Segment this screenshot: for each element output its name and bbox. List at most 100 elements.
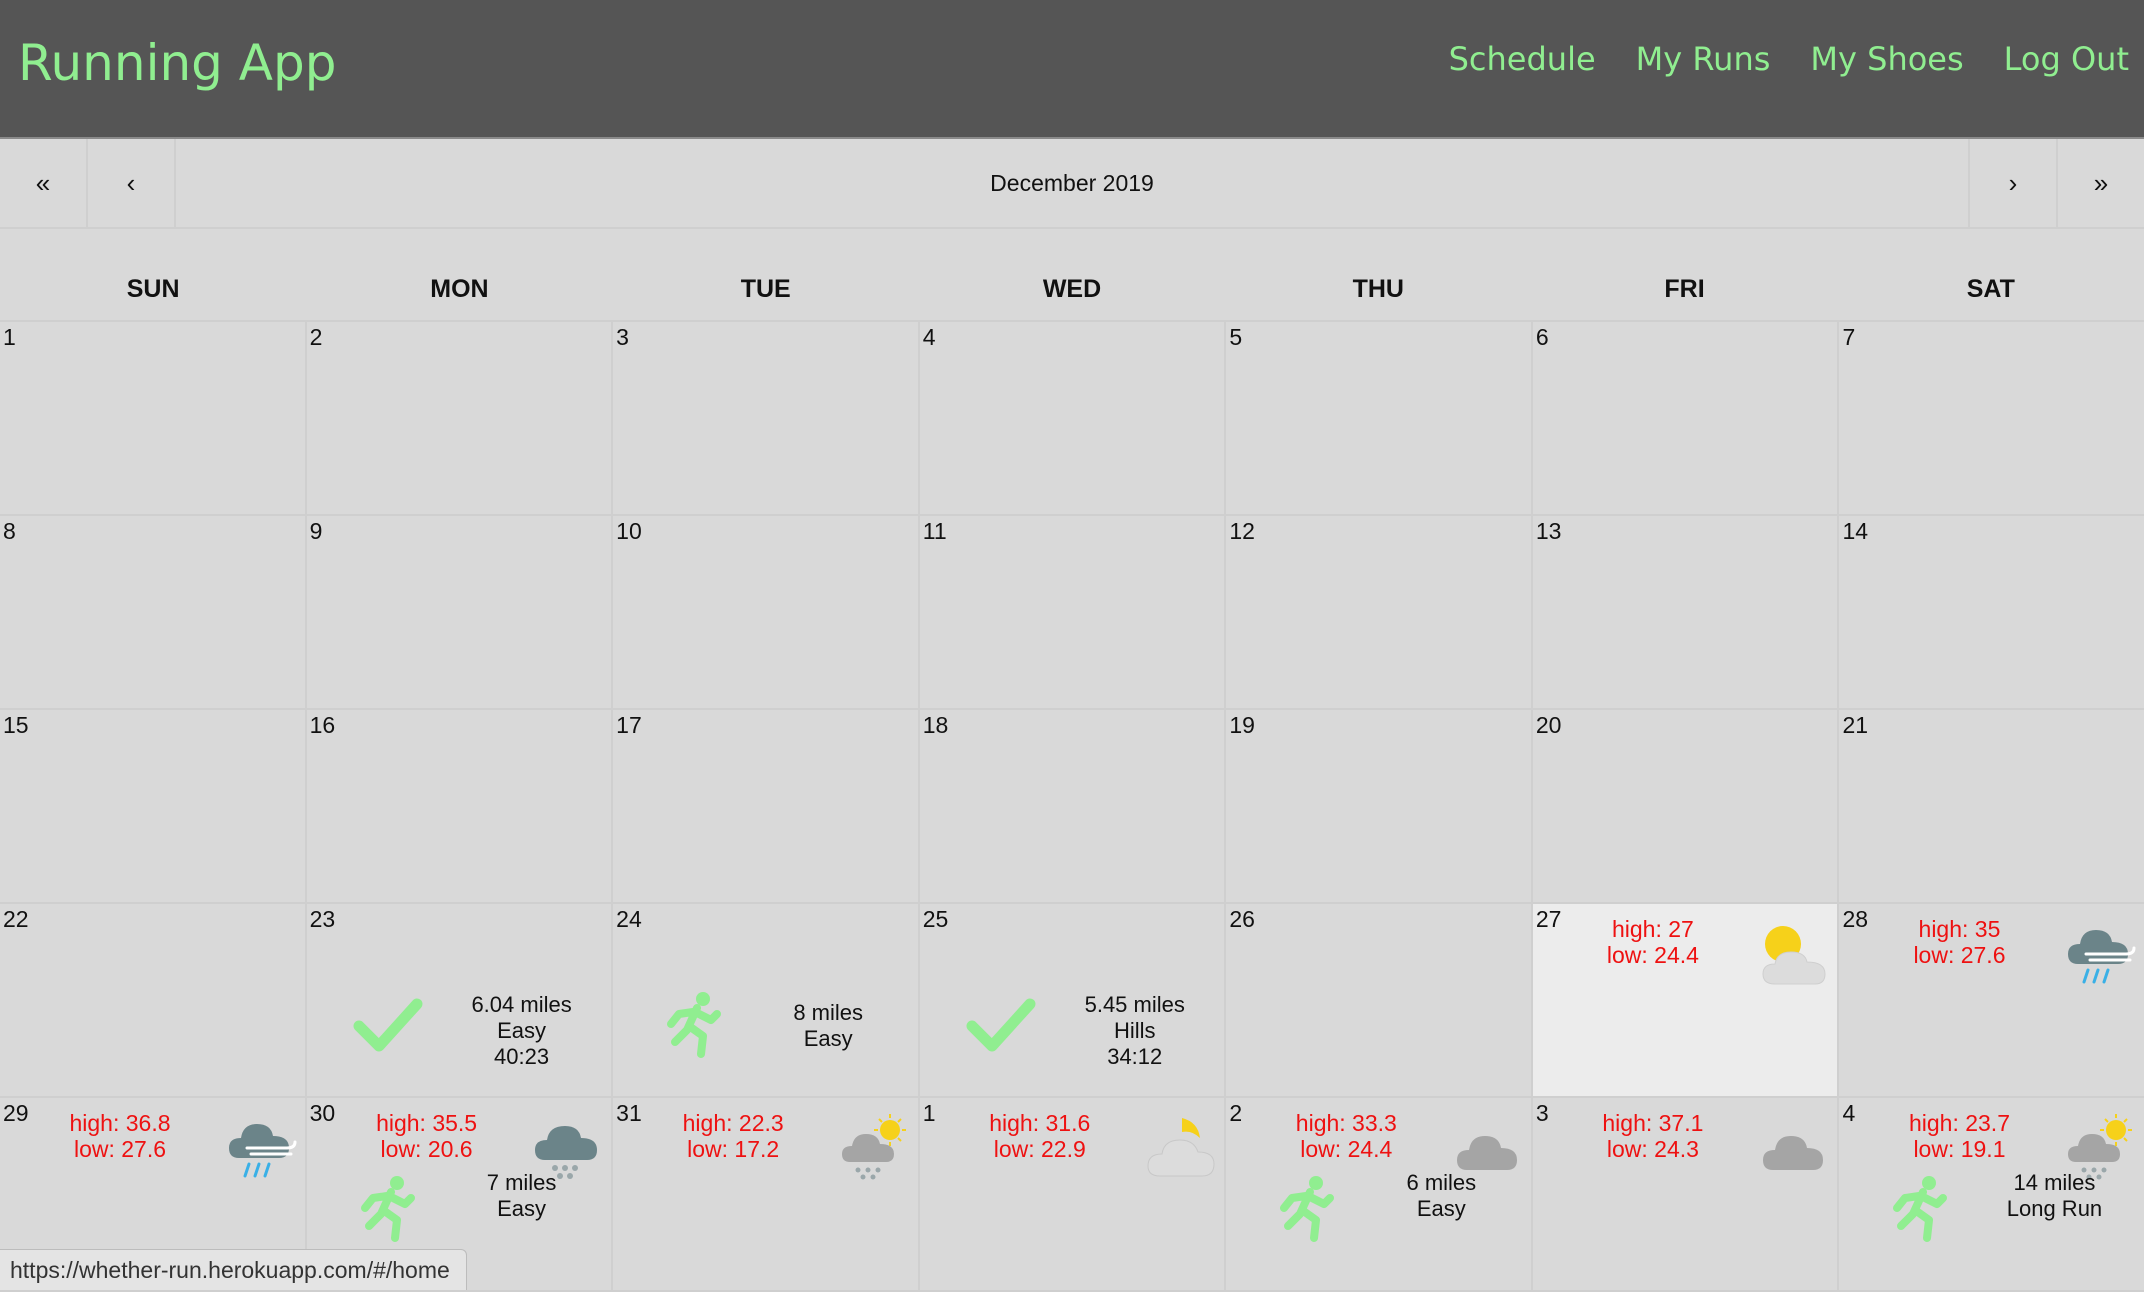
weather-forecast: high: 35 low: 27.6 bbox=[1839, 916, 2079, 968]
weather-forecast: high: 36.8 low: 27.6 bbox=[0, 1110, 240, 1162]
wind-rain-icon bbox=[2064, 918, 2138, 992]
sun-snow-icon bbox=[838, 1112, 912, 1186]
run-detail: 7 miles bbox=[486, 1170, 557, 1195]
run-detail: 14 miles bbox=[2013, 1170, 2096, 1195]
run-detail: 8 miles bbox=[793, 1000, 863, 1025]
day-cell[interactable]: 19 bbox=[1226, 710, 1533, 904]
weather-forecast: high: 35.5 low: 20.6 bbox=[307, 1110, 547, 1162]
run-summary[interactable]: 8 miles Easy bbox=[743, 1000, 913, 1052]
day-cell[interactable]: 20 bbox=[1532, 710, 1840, 904]
nav-schedule[interactable]: Schedule bbox=[1448, 40, 1596, 78]
day-number: 22 bbox=[3, 906, 29, 932]
prev-month-button[interactable]: ‹ bbox=[88, 139, 176, 227]
temp-low: low: 24.4 bbox=[1606, 942, 1699, 968]
day-cell[interactable]: 16 bbox=[306, 710, 614, 904]
day-cell[interactable]: 13 bbox=[1532, 516, 1840, 710]
calendar-week: 29 high: 36.8 low: 27.6 30 high: 35.5 low: 20… bbox=[0, 1098, 2144, 1292]
day-cell[interactable]: 31 high: 22.3 low: 17.2 bbox=[613, 1098, 920, 1292]
run-detail: 5.45 miles bbox=[1084, 992, 1185, 1017]
day-cell[interactable]: 1 bbox=[0, 322, 307, 516]
day-cell[interactable]: 10 bbox=[613, 516, 920, 710]
run-summary[interactable]: 7 miles Easy bbox=[437, 1170, 607, 1222]
day-cell[interactable]: 9 bbox=[306, 516, 614, 710]
day-cell[interactable]: 24 8 miles Easy bbox=[613, 904, 920, 1098]
day-number: 9 bbox=[309, 518, 323, 544]
day-number: 13 bbox=[1535, 518, 1562, 544]
run-detail: 34:12 bbox=[1107, 1044, 1163, 1069]
day-number: 12 bbox=[1229, 518, 1255, 544]
temp-low: low: 17.2 bbox=[687, 1136, 780, 1162]
day-cell[interactable]: 21 bbox=[1839, 710, 2144, 904]
day-number: 7 bbox=[1842, 324, 1856, 350]
day-cell[interactable]: 17 bbox=[613, 710, 920, 904]
calendar-week: 22 23 6.04 miles Easy 40:23 24 8 miles Easy 25 5.… bbox=[0, 904, 2144, 1098]
day-cell[interactable]: 12 bbox=[1226, 516, 1533, 710]
day-number: 29 bbox=[3, 1100, 29, 1126]
run-summary[interactable]: 5.45 miles Hills 34:12 bbox=[1050, 992, 1220, 1070]
day-number: 1 bbox=[3, 324, 16, 350]
day-cell[interactable]: 5 bbox=[1226, 322, 1533, 516]
temp-high: high: 23.7 bbox=[1908, 1110, 2010, 1136]
day-number: 4 bbox=[922, 324, 936, 350]
day-cell[interactable]: 26 bbox=[1226, 904, 1533, 1098]
day-number: 24 bbox=[616, 906, 642, 932]
day-number: 2 bbox=[1229, 1100, 1243, 1126]
day-cell[interactable]: 4 bbox=[919, 322, 1227, 516]
weather-forecast: high: 27 low: 24.4 bbox=[1533, 916, 1773, 968]
calendar-navigation: « ‹ December 2019 › » bbox=[0, 139, 2144, 229]
temp-high: high: 33.3 bbox=[1295, 1110, 1397, 1136]
run-summary[interactable]: 6 miles Easy bbox=[1356, 1170, 1526, 1222]
day-number: 3 bbox=[1535, 1100, 1549, 1126]
day-cell[interactable]: 25 5.45 miles Hills 34:12 bbox=[919, 904, 1227, 1098]
day-number: 19 bbox=[1229, 712, 1255, 738]
weather-forecast: high: 22.3 low: 17.2 bbox=[613, 1110, 853, 1162]
day-cell[interactable]: 2 bbox=[306, 322, 614, 516]
next-month-button[interactable]: › bbox=[1968, 139, 2056, 227]
day-cell[interactable]: 6 bbox=[1532, 322, 1840, 516]
day-cell[interactable]: 28 high: 35 low: 27.6 bbox=[1839, 904, 2144, 1098]
day-cell[interactable]: 2 high: 33.3 low: 24.4 6 miles Easy bbox=[1226, 1098, 1533, 1292]
app-header: Running App Schedule My Runs My Shoes Lo… bbox=[0, 0, 2144, 139]
day-number: 14 bbox=[1842, 518, 1869, 544]
next-year-button[interactable]: » bbox=[2056, 139, 2144, 227]
day-cell[interactable]: 7 bbox=[1839, 322, 2144, 516]
day-cell[interactable]: 11 bbox=[919, 516, 1227, 710]
weekday-label: THU bbox=[1352, 275, 1404, 303]
day-number: 25 bbox=[922, 906, 949, 932]
day-cell[interactable]: 23 6.04 miles Easy 40:23 bbox=[306, 904, 614, 1098]
calendar-week: 8 9 10 11 12 13 14 bbox=[0, 516, 2144, 710]
day-cell[interactable]: 18 bbox=[919, 710, 1227, 904]
day-number: 17 bbox=[616, 712, 642, 738]
day-cell[interactable]: 4 high: 23.7 low: 19.1 14 miles Long Run bbox=[1839, 1098, 2144, 1292]
prev-year-button[interactable]: « bbox=[0, 139, 88, 227]
day-cell[interactable]: 8 bbox=[0, 516, 307, 710]
runner-icon bbox=[353, 1174, 423, 1244]
partly-sunny-icon bbox=[1757, 918, 1831, 992]
day-number: 3 bbox=[616, 324, 629, 350]
day-number: 31 bbox=[616, 1100, 642, 1126]
day-number: 6 bbox=[1535, 324, 1549, 350]
day-cell[interactable]: 15 bbox=[0, 710, 307, 904]
temp-low: low: 19.1 bbox=[1913, 1136, 2006, 1162]
month-label[interactable]: December 2019 bbox=[990, 169, 1154, 196]
run-detail: Easy bbox=[1416, 1196, 1466, 1221]
day-cell[interactable]: 3 bbox=[613, 322, 920, 516]
day-cell[interactable]: 1 high: 31.6 low: 22.9 bbox=[919, 1098, 1227, 1292]
temp-high: high: 31.6 bbox=[989, 1110, 1091, 1136]
status-bar-url: https://whether-run.herokuapp.com/#/home bbox=[0, 1249, 467, 1290]
day-cell[interactable]: 14 bbox=[1839, 516, 2144, 710]
run-summary[interactable]: 6.04 miles Easy 40:23 bbox=[437, 992, 607, 1070]
app-title[interactable]: Running App bbox=[18, 34, 337, 92]
day-cell[interactable]: 29 high: 36.8 low: 27.6 bbox=[0, 1098, 307, 1292]
nav-log-out[interactable]: Log Out bbox=[2003, 40, 2129, 78]
run-detail: Easy bbox=[803, 1026, 853, 1051]
temp-low: low: 24.4 bbox=[1300, 1136, 1393, 1162]
run-summary[interactable]: 14 miles Long Run bbox=[1969, 1170, 2139, 1222]
day-cell[interactable]: 3 high: 37.1 low: 24.3 bbox=[1532, 1098, 1840, 1292]
nav-my-runs[interactable]: My Runs bbox=[1635, 40, 1771, 78]
day-number: 8 bbox=[3, 518, 16, 544]
nav-my-shoes[interactable]: My Shoes bbox=[1810, 40, 1964, 78]
day-cell[interactable]: 22 bbox=[0, 904, 307, 1098]
day-cell[interactable]: 27 high: 27 low: 24.4 bbox=[1532, 904, 1840, 1098]
day-number: 16 bbox=[309, 712, 336, 738]
